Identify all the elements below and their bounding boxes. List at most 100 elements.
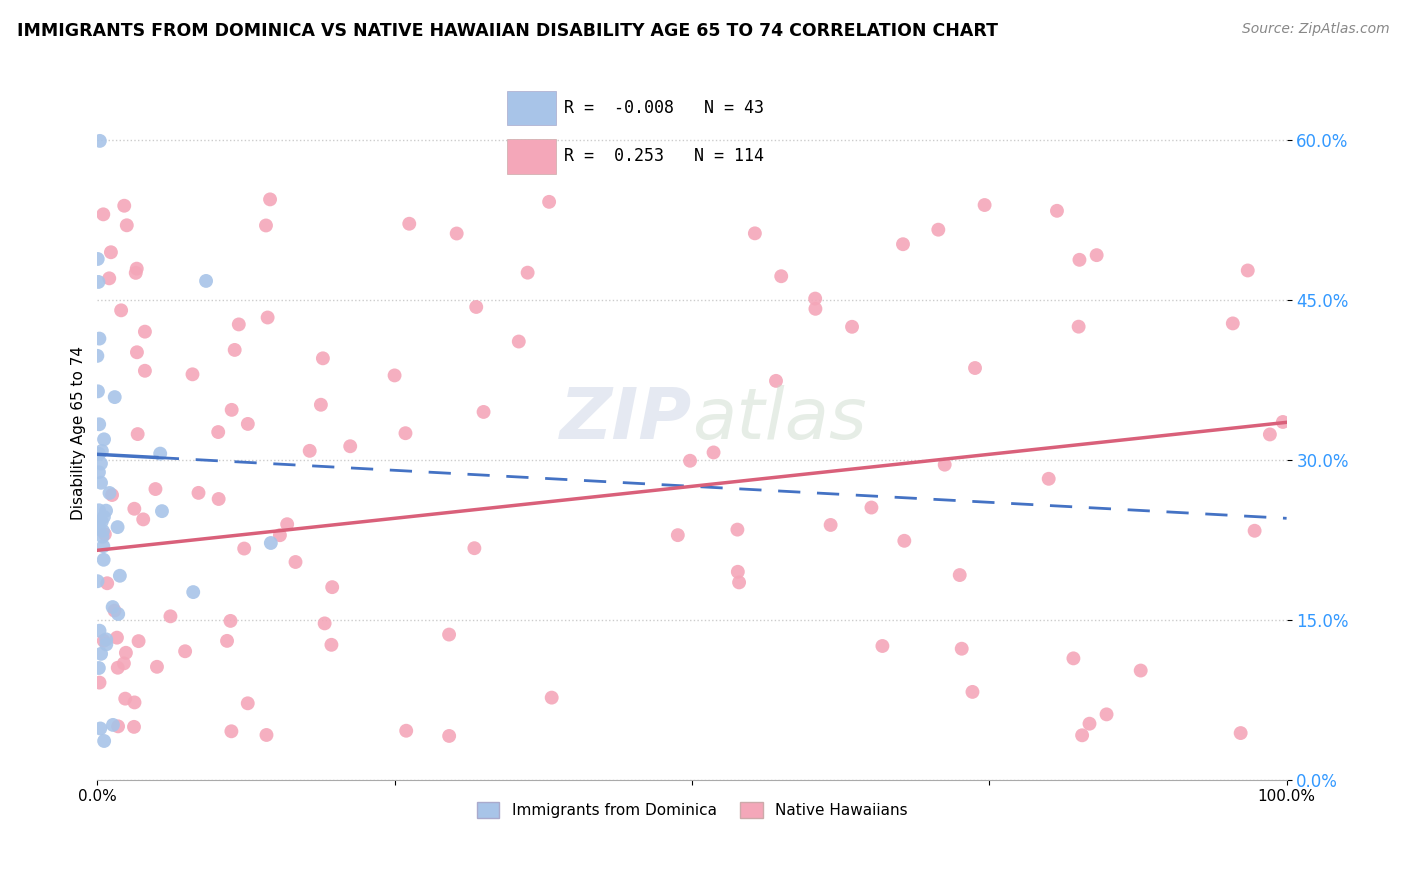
Point [94, 504, 117, 518]
Point [219, 614, 242, 628]
Point [187, 486, 209, 500]
Point [508, 334, 530, 349]
Point [207, 425, 229, 439]
Point [87, 384, 110, 399]
Point [90, 475, 112, 490]
Point [312, 351, 335, 366]
Point [236, 696, 259, 710]
Point [115, 646, 138, 660]
Text: ZIP: ZIP [560, 384, 692, 454]
Point [949, 568, 972, 582]
Point [744, 227, 766, 241]
Point [254, 219, 277, 233]
Point [89, 134, 111, 148]
Point [765, 374, 787, 388]
Point [124, 695, 146, 709]
Text: atlas: atlas [692, 384, 866, 454]
Point [950, 641, 973, 656]
Point [93, 509, 115, 524]
Point [228, 318, 250, 332]
Point [174, 644, 197, 658]
Point [394, 426, 416, 441]
Point [124, 501, 146, 516]
Point [90, 515, 112, 529]
Point [804, 292, 827, 306]
Point [725, 523, 748, 537]
Point [221, 724, 243, 739]
Point [96, 576, 118, 591]
Point [233, 541, 256, 556]
Point [146, 660, 169, 674]
Point [101, 488, 124, 502]
Point [1071, 728, 1094, 742]
Point [727, 565, 749, 579]
Point [259, 193, 281, 207]
Point [1129, 664, 1152, 678]
Point [105, 631, 128, 645]
Point [107, 719, 129, 733]
Point [93, 433, 115, 447]
Point [122, 720, 145, 734]
Point [103, 604, 125, 618]
Point [463, 541, 485, 556]
Point [679, 454, 702, 468]
Point [1046, 203, 1069, 218]
Point [87, 516, 110, 530]
Point [236, 417, 259, 431]
FancyBboxPatch shape [506, 139, 557, 174]
Point [91, 524, 114, 538]
Point [963, 361, 986, 376]
Point [703, 445, 725, 459]
Text: R =  0.253   N = 114: R = 0.253 N = 114 [564, 147, 763, 165]
Point [804, 301, 827, 316]
Point [150, 504, 173, 518]
Point [1078, 716, 1101, 731]
Point [1271, 415, 1294, 429]
Point [398, 217, 420, 231]
Point [256, 728, 278, 742]
Point [820, 518, 842, 533]
Point [321, 580, 343, 594]
Point [221, 402, 243, 417]
Text: R =  -0.008   N = 43: R = -0.008 N = 43 [564, 99, 763, 117]
FancyBboxPatch shape [506, 91, 557, 126]
Point [149, 447, 172, 461]
Point [101, 600, 124, 615]
Point [540, 690, 562, 705]
Point [87, 465, 110, 479]
Point [127, 427, 149, 442]
Point [465, 300, 488, 314]
Point [87, 503, 110, 517]
Point [666, 528, 689, 542]
Point [107, 661, 129, 675]
Point [96, 632, 118, 647]
Point [87, 275, 110, 289]
Point [446, 227, 468, 241]
Point [962, 685, 984, 699]
Point [256, 310, 278, 325]
Point [107, 607, 129, 621]
Point [284, 555, 307, 569]
Point [276, 517, 298, 532]
Point [215, 633, 238, 648]
Point [1236, 263, 1258, 277]
Point [108, 568, 131, 582]
Point [98, 486, 121, 500]
Point [437, 729, 460, 743]
Point [89, 417, 111, 432]
Point [181, 368, 204, 382]
Point [87, 447, 110, 461]
Y-axis label: Disability Age 65 to 74: Disability Age 65 to 74 [72, 346, 86, 520]
Point [384, 368, 406, 383]
Point [93, 633, 115, 648]
Point [1038, 472, 1060, 486]
Point [1069, 252, 1091, 267]
Point [110, 303, 132, 318]
Point [1067, 319, 1090, 334]
Point [89, 722, 111, 736]
Point [107, 520, 129, 534]
Point [90, 443, 112, 458]
Point [134, 325, 156, 339]
Point [934, 458, 956, 472]
Point [1085, 248, 1108, 262]
